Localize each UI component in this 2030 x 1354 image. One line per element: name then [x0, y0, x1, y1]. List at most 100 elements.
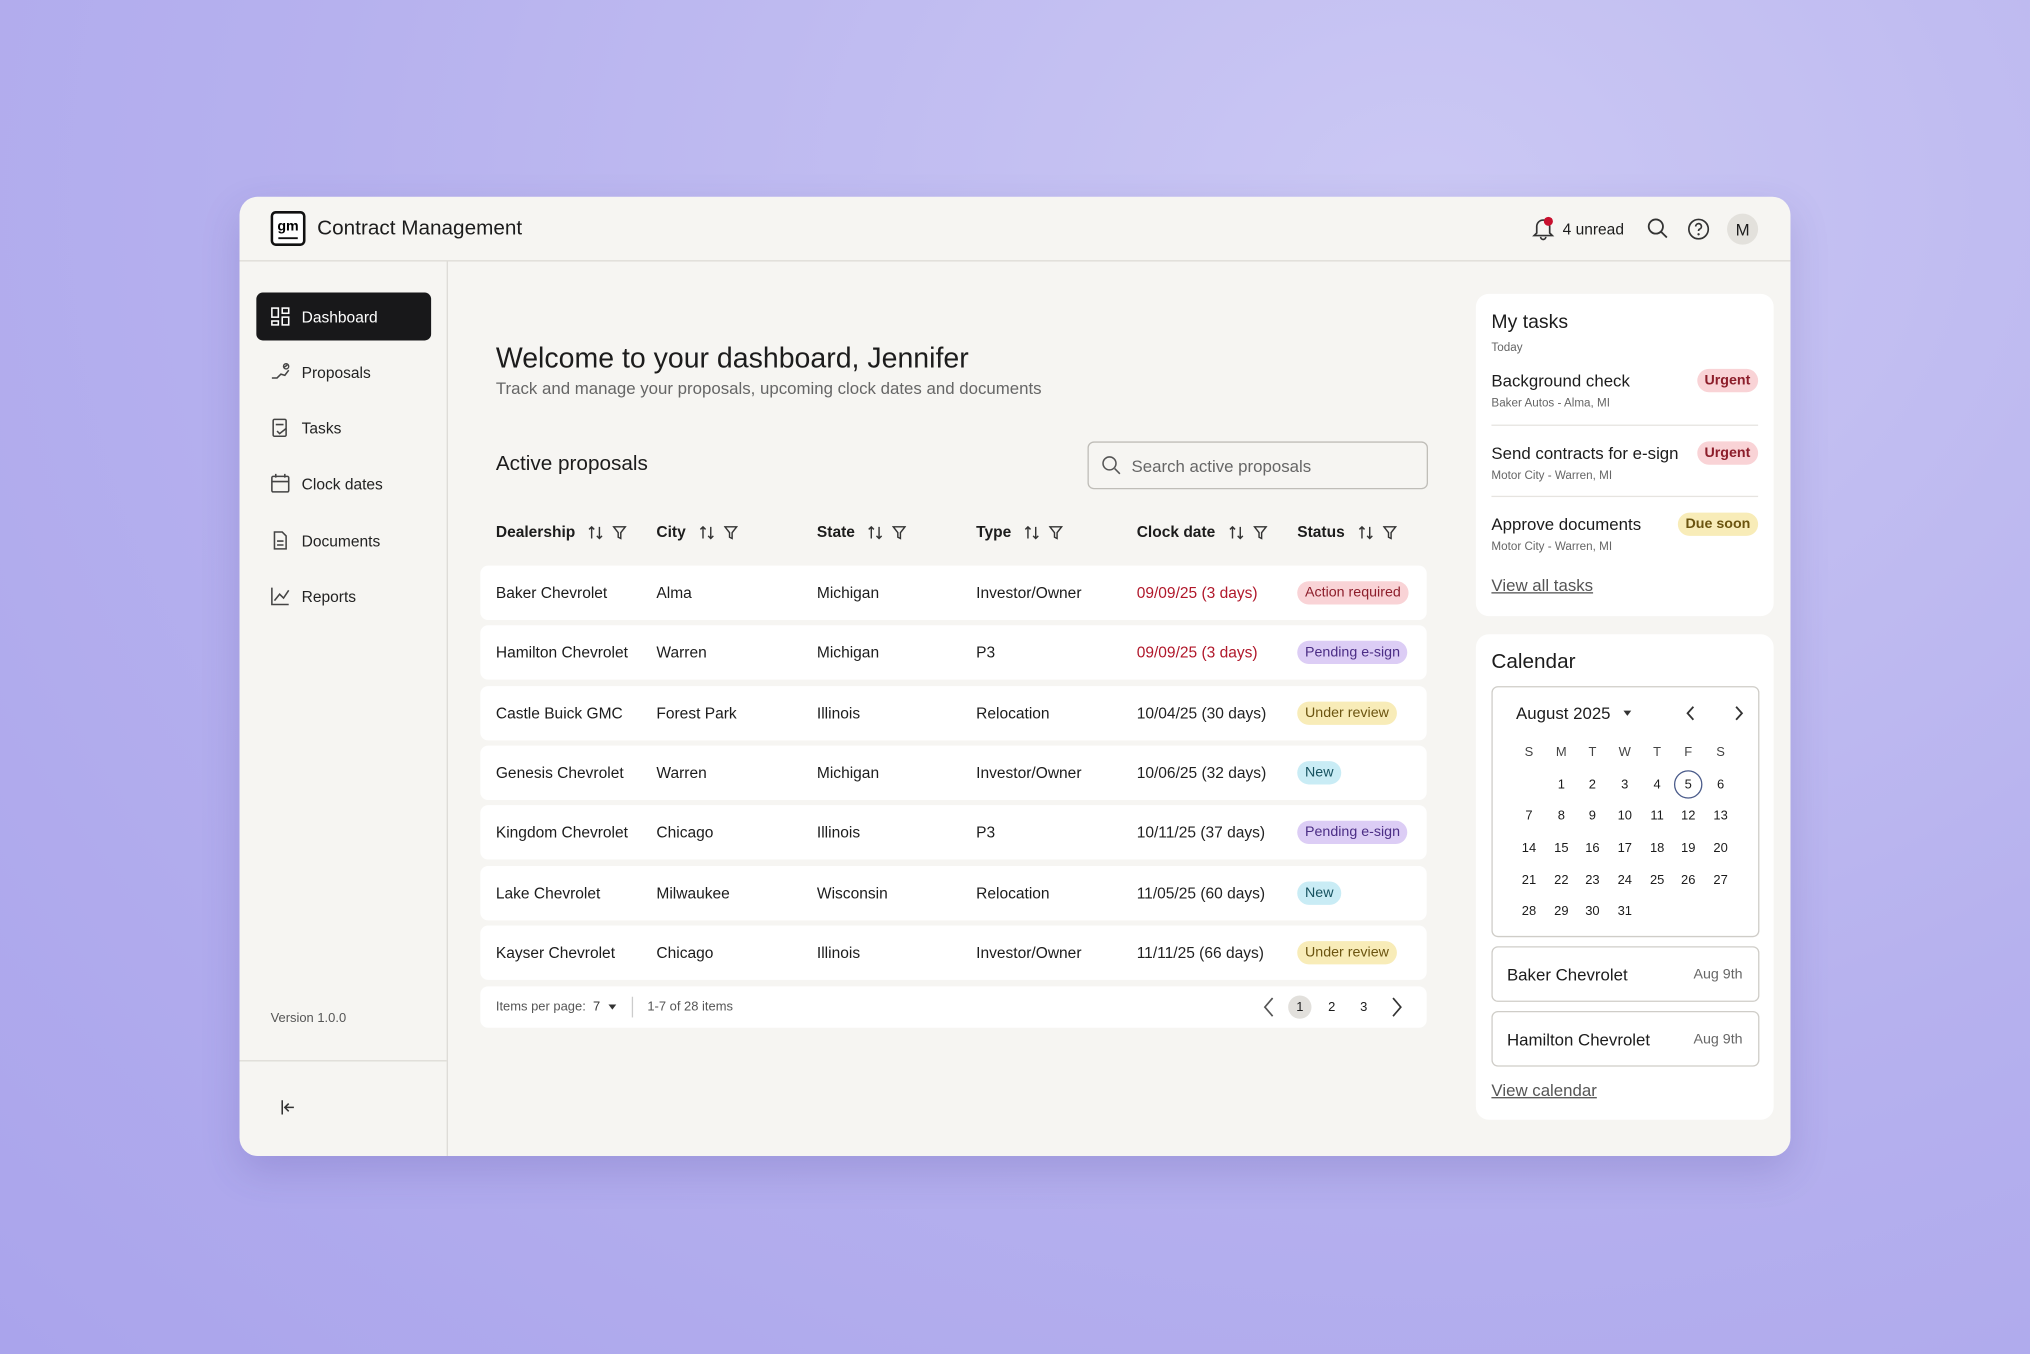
calendar-day[interactable]: 21	[1521, 873, 1537, 888]
notification-count[interactable]: 4 unread	[1562, 220, 1624, 239]
nav-label[interactable]: Tasks	[301, 418, 342, 437]
next-page[interactable]	[1390, 997, 1403, 1018]
column-label[interactable]: Status	[1297, 522, 1345, 542]
dropdown-caret[interactable]	[607, 1003, 617, 1011]
column-header[interactable]: Clock date	[1136, 522, 1268, 542]
filter-icon[interactable]	[1252, 525, 1268, 540]
calendar-day[interactable]: 28	[1521, 905, 1537, 920]
calendar-day[interactable]: 24	[1617, 873, 1632, 888]
calendar-day[interactable]: 1	[1557, 777, 1565, 792]
calendar-day[interactable]: 7	[1525, 809, 1533, 824]
filter-icon[interactable]	[723, 525, 738, 540]
table-row[interactable]: Genesis Chevrolet Warren Michigan Investor/…	[480, 745, 1427, 800]
nav-item[interactable]: Documents	[256, 516, 431, 564]
calendar-day[interactable]: 31	[1617, 905, 1632, 920]
calendar-day[interactable]: 6	[1716, 777, 1725, 792]
sort-icon[interactable]	[868, 525, 884, 539]
calendar-day[interactable]: 17	[1617, 841, 1632, 856]
calendar-day[interactable]: 26	[1681, 873, 1696, 888]
nav-item[interactable]: Reports	[256, 572, 431, 620]
sort-icon[interactable]	[1228, 525, 1244, 539]
calendar-day[interactable]: 2	[1588, 777, 1597, 792]
calendar-day[interactable]: 15	[1554, 841, 1569, 856]
prev-month[interactable]	[1686, 705, 1696, 721]
calendar-day[interactable]: 3	[1621, 777, 1629, 792]
notification-bell[interactable]	[1532, 216, 1555, 241]
calendar-day[interactable]: 27	[1713, 873, 1728, 888]
search-box[interactable]: Search active proposals	[1087, 441, 1428, 490]
table-row[interactable]: Baker Chevrolet Alma Michigan Investor/Owne…	[480, 565, 1427, 621]
calendar-day[interactable]: 5	[1673, 770, 1703, 799]
nav-item[interactable]: Proposals	[256, 348, 431, 396]
nav-item[interactable]: Tasks	[256, 404, 431, 452]
table-row[interactable]: Kayser Chevrolet Chicago Illinois Investor/…	[480, 925, 1427, 980]
nav-label[interactable]: Proposals	[301, 363, 371, 382]
task-title[interactable]: Send contracts for e-sign	[1491, 442, 1679, 463]
collapse-button[interactable]	[280, 1099, 297, 1116]
month-label[interactable]: August 2025	[1516, 703, 1611, 723]
task-title[interactable]: Background check	[1491, 370, 1630, 391]
sort-icon[interactable]	[1024, 525, 1040, 539]
calendar-day[interactable]: 12	[1681, 809, 1696, 824]
column-header[interactable]: State	[817, 523, 907, 541]
filter-icon[interactable]	[612, 525, 628, 540]
calendar-day[interactable]: 10	[1617, 809, 1632, 824]
view-all-tasks[interactable]: View all tasks	[1491, 575, 1594, 595]
table-row[interactable]: Lake Chevrolet Milwaukee Wisconsin Relocati…	[480, 865, 1427, 920]
table-row[interactable]: Kingdom Chevrolet Chicago Illinois P3 10/11/…	[480, 805, 1427, 860]
page-number[interactable]: 1	[1288, 995, 1312, 1019]
column-header[interactable]: City	[656, 522, 738, 542]
view-calendar[interactable]: View calendar	[1491, 1080, 1597, 1100]
table-row[interactable]: Hamilton Chevrolet Warren Michigan P3 09/09/…	[480, 625, 1427, 680]
search-placeholder[interactable]: Search active proposals	[1131, 456, 1312, 476]
calendar-day[interactable]: 11	[1650, 809, 1664, 824]
nav-item[interactable]: Clock dates	[256, 460, 431, 508]
calendar-day[interactable]: 20	[1713, 841, 1728, 856]
next-month[interactable]	[1734, 705, 1744, 721]
column-label[interactable]: Clock date	[1136, 522, 1216, 542]
page-number[interactable]: 2	[1328, 999, 1336, 1015]
calendar-event[interactable]: Baker Chevrolet Aug 9th	[1491, 946, 1760, 1002]
calendar-day[interactable]: 16	[1585, 841, 1600, 856]
nav-label[interactable]: Documents	[301, 531, 381, 550]
calendar-day[interactable]: 14	[1521, 841, 1537, 856]
calendar-day[interactable]: 23	[1585, 873, 1600, 888]
calendar-day[interactable]: 19	[1681, 841, 1696, 856]
calendar-day[interactable]: 4	[1653, 777, 1661, 792]
column-header[interactable]: Type	[976, 522, 1064, 542]
nav-label[interactable]: Dashboard	[301, 307, 378, 326]
dropdown-caret[interactable]	[1622, 709, 1632, 717]
sort-icon[interactable]	[1358, 525, 1374, 539]
filter-icon[interactable]	[1048, 525, 1064, 540]
column-header[interactable]: Dealership	[495, 522, 628, 542]
calendar-day[interactable]: 30	[1585, 905, 1600, 920]
task-title[interactable]: Approve documents	[1491, 514, 1642, 534]
items-per-page[interactable]: 7	[592, 999, 601, 1015]
calendar-day[interactable]: 25	[1649, 873, 1665, 888]
sort-icon[interactable]	[699, 525, 715, 539]
nav-label[interactable]: Reports	[301, 587, 357, 606]
calendar-day[interactable]: 13	[1713, 809, 1728, 824]
avatar[interactable]: M	[1727, 213, 1759, 245]
calendar-day[interactable]: 9	[1588, 809, 1597, 824]
calendar-day[interactable]: 29	[1554, 905, 1569, 920]
column-header[interactable]: Status	[1297, 522, 1397, 542]
prev-page[interactable]	[1262, 997, 1275, 1018]
filter-icon[interactable]	[1382, 525, 1397, 540]
search-icon[interactable]	[1647, 217, 1669, 239]
column-label[interactable]: State	[816, 522, 855, 542]
calendar-day[interactable]: 22	[1554, 873, 1569, 888]
page-number[interactable]: 3	[1360, 999, 1368, 1015]
calendar-event[interactable]: Hamilton Chevrolet Aug 9th	[1491, 1010, 1760, 1066]
column-label[interactable]: City	[656, 522, 686, 542]
nav-label[interactable]: Clock dates	[301, 474, 383, 493]
calendar-day[interactable]: 18	[1649, 841, 1665, 856]
column-label[interactable]: Type	[976, 522, 1012, 542]
calendar-day[interactable]: 8	[1557, 809, 1565, 824]
sort-icon[interactable]	[588, 525, 604, 539]
table-row[interactable]: Castle Buick GMC Forest Park Illinois Reloc…	[480, 685, 1427, 740]
column-label[interactable]: Dealership	[495, 522, 576, 542]
nav-item[interactable]: Dashboard	[256, 292, 432, 341]
filter-icon[interactable]	[892, 525, 907, 540]
help-icon[interactable]	[1687, 217, 1710, 240]
